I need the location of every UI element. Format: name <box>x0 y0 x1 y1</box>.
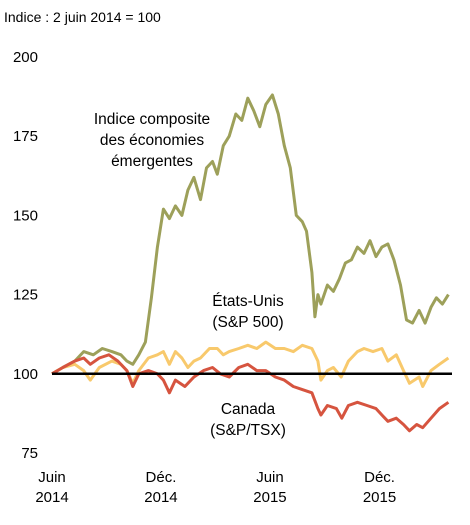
x-tick-label: Déc. <box>364 469 395 486</box>
y-tick-label: 125 <box>13 287 38 304</box>
y-tick-label: 75 <box>21 445 38 462</box>
x-tick-label: 2014 <box>35 489 68 506</box>
chart-subtitle: Indice : 2 juin 2014 = 100 <box>4 9 161 25</box>
series-label: émergentes <box>111 153 193 170</box>
series-annotations: Indice composite des économies émergentes É… <box>94 111 286 439</box>
x-tick-label: Juin <box>38 469 66 486</box>
series-line-2 <box>51 353 450 433</box>
x-tick-label: 2015 <box>253 489 286 506</box>
series-label: (S&P 500) <box>212 314 283 331</box>
y-axis-ticks: 75 100 125 150 175 200 <box>13 49 38 462</box>
x-tick-label: Déc. <box>146 469 177 486</box>
x-axis: Juin 2014 Déc. 2014 Juin 2015 Déc. 2015 <box>35 469 396 506</box>
x-tick-label: Juin <box>256 469 284 486</box>
y-tick-label: 150 <box>13 207 38 224</box>
series-label: Canada <box>221 401 276 418</box>
series-line-0 <box>51 93 450 376</box>
x-tick-label: 2014 <box>144 489 177 506</box>
series-label: États-Unis <box>212 293 284 310</box>
y-tick-label: 200 <box>13 49 38 66</box>
y-tick-label: 175 <box>13 128 38 145</box>
y-tick-label: 100 <box>13 366 38 383</box>
x-tick-label: 2015 <box>363 489 396 506</box>
series-label: Indice composite <box>94 111 210 128</box>
series-label: des économies <box>100 132 205 149</box>
series-label: (S&P/TSX) <box>210 422 286 439</box>
